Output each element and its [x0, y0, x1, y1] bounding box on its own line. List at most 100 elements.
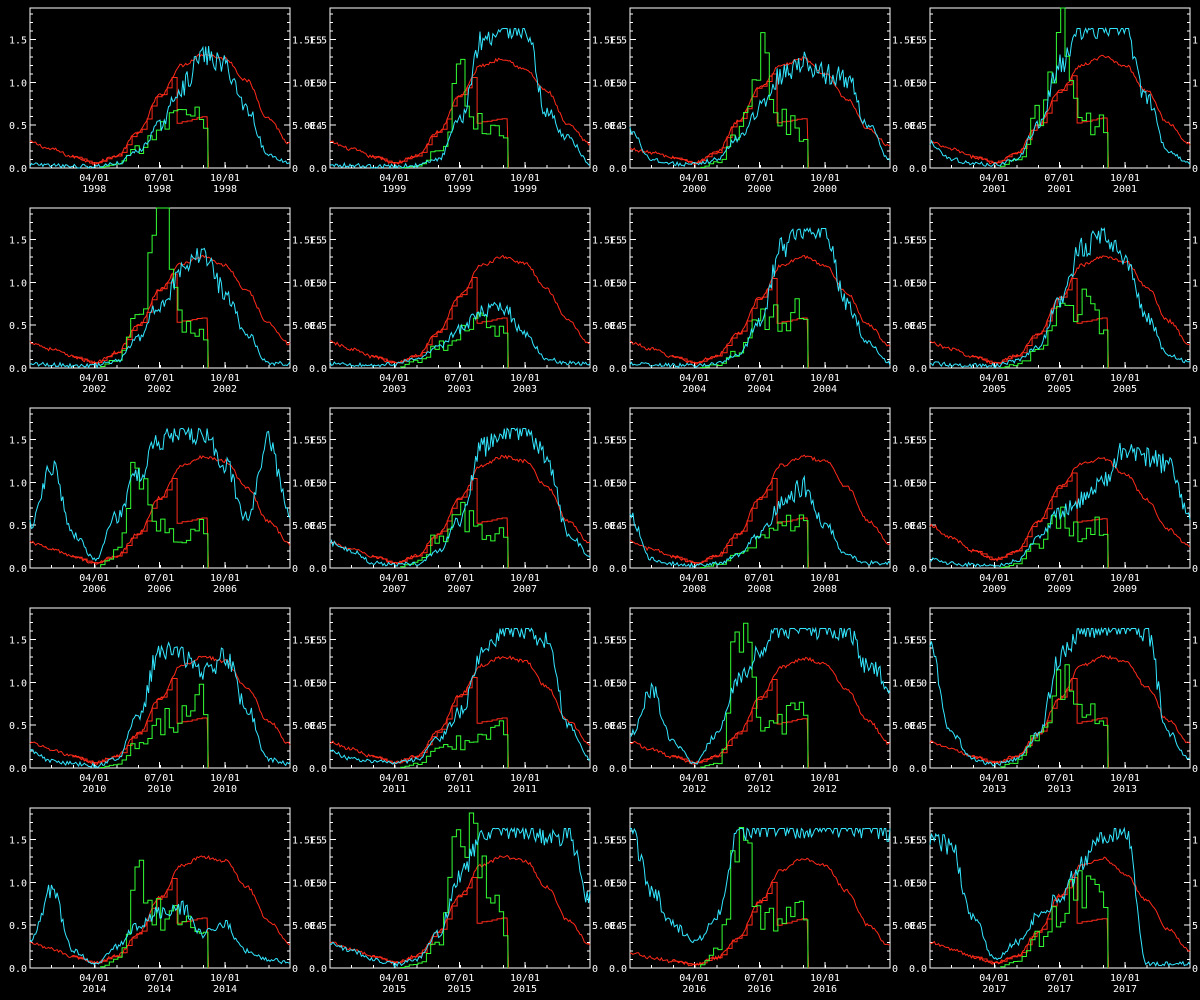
series-red-step: [372, 77, 510, 169]
right-tick-label: 1.0E5: [292, 678, 322, 689]
x-tick-month: 10/01: [810, 173, 840, 184]
series-green-step: [1000, 7, 1109, 168]
x-tick-year: 2003: [447, 384, 471, 395]
right-tick-label: 0: [292, 764, 298, 775]
x-tick-year: 1998: [213, 184, 237, 195]
right-tick-label: 0: [892, 564, 898, 575]
panel-2010: 0.00.51.01.505.0E41.0E51.5E504/01201007/…: [9, 607, 322, 795]
series-red-line: [629, 254, 891, 365]
series-cyan-line: [929, 26, 1191, 167]
x-tick-year: 2016: [682, 984, 706, 995]
x-tick-year: 2014: [82, 984, 106, 995]
right-tick-label: 1.0E5: [1192, 78, 1200, 89]
series-red-step: [972, 278, 1110, 369]
series-cyan-line: [929, 442, 1191, 568]
x-tick-month: 10/01: [510, 373, 540, 384]
x-tick-month: 10/01: [210, 973, 240, 984]
series-red-step: [372, 277, 510, 369]
x-tick-year: 2006: [213, 584, 237, 595]
left-tick-label: 0.5: [909, 521, 927, 532]
right-tick-label: 5.0E4: [292, 121, 322, 132]
left-tick-label: 1.5: [9, 636, 27, 647]
right-tick-label: 5.0E4: [1192, 121, 1200, 132]
series-red-line: [929, 456, 1191, 562]
right-tick-label: 1.0E5: [1192, 878, 1200, 889]
series-cyan-line: [629, 474, 891, 569]
left-tick-label: 0.0: [9, 964, 27, 975]
series-red-step: [372, 478, 510, 569]
x-tick-year: 2007: [513, 584, 537, 595]
series-red-step: [372, 877, 510, 969]
x-tick-month: 07/01: [144, 373, 174, 384]
left-tick-label: 1.5: [609, 36, 627, 47]
right-tick-label: 5.0E4: [592, 121, 622, 132]
series-red-line: [929, 255, 1190, 365]
left-tick-label: 1.5: [309, 636, 327, 647]
right-tick-label: 1.0E5: [592, 678, 622, 689]
left-tick-label: 1.0: [9, 878, 27, 889]
right-tick-label: 1.0E5: [592, 478, 622, 489]
x-tick-year: 1998: [147, 184, 171, 195]
series-red-step: [972, 75, 1110, 169]
x-tick-month: 04/01: [79, 173, 109, 184]
left-tick-label: 0.5: [9, 121, 27, 132]
left-tick-label: 0.5: [9, 521, 27, 532]
right-tick-label: 1.5E5: [892, 36, 922, 47]
x-tick-year: 2009: [1047, 584, 1071, 595]
x-tick-year: 2010: [213, 784, 237, 795]
left-tick-label: 1.0: [309, 478, 327, 489]
x-tick-year: 2013: [982, 784, 1006, 795]
left-tick-label: 0.5: [309, 321, 327, 332]
right-tick-label: 1.0E5: [1192, 278, 1200, 289]
right-tick-label: 1.5E5: [892, 236, 922, 247]
series-red-step: [672, 478, 810, 569]
left-tick-label: 0.5: [9, 921, 27, 932]
right-tick-label: 1.5E5: [292, 436, 322, 447]
series-cyan-line: [29, 45, 291, 169]
x-tick-month: 07/01: [1044, 773, 1074, 784]
right-tick-label: 0: [592, 764, 598, 775]
panel-2007: 0.00.51.01.505.0E41.0E51.5E504/01200707/…: [309, 407, 622, 595]
x-tick-month: 07/01: [744, 973, 774, 984]
plot-frame: [329, 607, 591, 769]
plot-frame: [329, 407, 591, 569]
series-red-line: [929, 54, 1191, 166]
series-green-step: [100, 859, 209, 968]
series-red-line: [629, 454, 891, 565]
right-tick-label: 5.0E4: [892, 521, 922, 532]
x-tick-year: 2000: [747, 184, 771, 195]
series-red-step: [672, 278, 810, 369]
left-tick-label: 0.0: [609, 964, 627, 975]
series-red-line: [629, 656, 891, 765]
left-tick-label: 0.0: [9, 164, 27, 175]
series-cyan-line: [329, 427, 591, 567]
x-tick-year: 2008: [682, 584, 706, 595]
right-tick-label: 1.5E5: [1192, 836, 1200, 847]
left-tick-label: 1.0: [609, 878, 627, 889]
x-tick-year: 2006: [82, 584, 106, 595]
series-red-step: [672, 73, 810, 169]
left-tick-label: 1.0: [309, 878, 327, 889]
series-cyan-line: [630, 826, 891, 944]
plot-frame: [629, 207, 891, 369]
x-tick-month: 10/01: [1110, 773, 1140, 784]
x-tick-year: 2009: [1113, 584, 1137, 595]
left-tick-label: 1.5: [609, 836, 627, 847]
x-tick-month: 10/01: [1110, 973, 1140, 984]
left-tick-label: 0.0: [909, 164, 927, 175]
right-tick-label: 5.0E4: [1192, 721, 1200, 732]
series-cyan-line: [329, 826, 591, 968]
right-tick-label: 0: [592, 564, 598, 575]
left-tick-label: 1.5: [9, 36, 27, 47]
left-tick-label: 0.5: [309, 721, 327, 732]
left-tick-label: 0.5: [909, 321, 927, 332]
left-tick-label: 1.0: [9, 278, 27, 289]
left-tick-label: 0.5: [609, 321, 627, 332]
x-tick-year: 2004: [747, 384, 771, 395]
x-tick-year: 2010: [82, 784, 106, 795]
series-red-line: [329, 655, 591, 765]
right-tick-label: 5.0E4: [892, 321, 922, 332]
right-tick-label: 1.5E5: [1192, 36, 1200, 47]
left-tick-label: 1.0: [309, 278, 327, 289]
left-tick-label: 1.5: [909, 236, 927, 247]
